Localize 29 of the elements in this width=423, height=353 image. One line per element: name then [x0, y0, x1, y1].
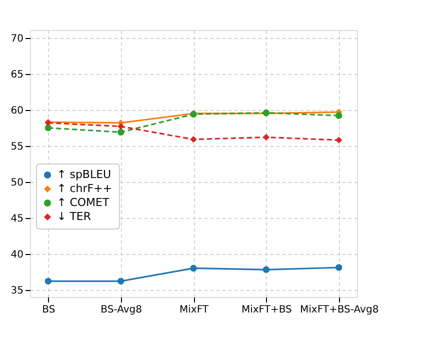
legend-label: ↑ spBLEU: [57, 168, 112, 181]
legend-label: ↑ chrF++: [57, 182, 112, 195]
x-tick-label: MixFT+BS: [241, 304, 292, 316]
point: [335, 264, 342, 271]
point: [335, 136, 342, 144]
x-tick-label: MixFT: [179, 304, 210, 316]
legend-label: ↓ TER: [57, 210, 92, 223]
y-tick-label: 55: [10, 141, 24, 152]
point: [335, 112, 342, 119]
point: [190, 264, 197, 272]
y-tick-label: 60: [10, 105, 24, 116]
point: [117, 278, 124, 285]
y-tick-label: 65: [10, 69, 24, 80]
y-tick-label: 35: [10, 285, 24, 296]
point: [117, 123, 124, 130]
point: [190, 136, 197, 143]
x-tick-label: MixFT+BS-Avg8: [300, 304, 379, 316]
y-tick-label: 50: [10, 177, 24, 188]
point: [44, 124, 52, 132]
x-tick-label: BS: [42, 304, 56, 316]
point: [262, 134, 270, 141]
y-tick-label: 40: [10, 249, 24, 260]
y-tick-label: 45: [10, 213, 24, 224]
legend-label: ↑ COMET: [57, 196, 110, 209]
x-tick-label: BS-Avg8: [100, 304, 142, 316]
point: [44, 278, 52, 285]
y-tick-label: 70: [10, 33, 24, 44]
point: [262, 266, 270, 273]
point: [117, 128, 124, 136]
